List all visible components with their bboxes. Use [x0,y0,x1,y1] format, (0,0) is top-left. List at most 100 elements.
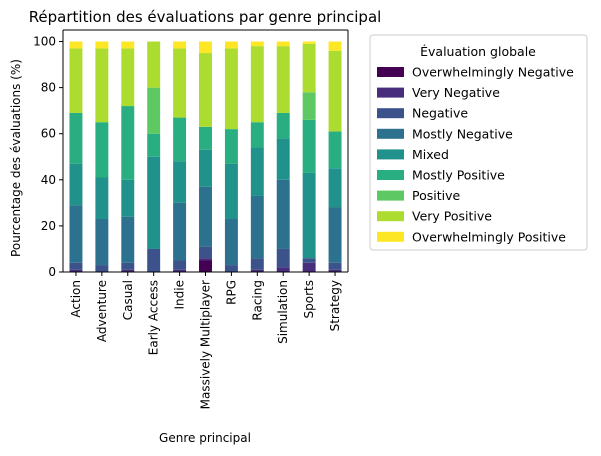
legend: Évaluation globale Overwhelmingly Negati… [369,34,588,251]
bar-segment [121,262,135,270]
bar-segment [199,186,212,247]
bar-segment [173,41,187,49]
bar-segment [224,41,238,49]
axes-group: 0 20 40 60 80 100 Action Adventure Casual Early A… [33,29,349,409]
bar-segment [224,218,238,266]
bar-segment [69,41,83,49]
bar-segment [199,41,212,54]
bar-segment [224,163,238,219]
bar-segment [328,50,342,132]
y-axis-label: Pourcentage des évaluations (%) [9,59,23,257]
bar-segment [173,269,187,272]
legend-swatch [377,128,404,139]
bar-segment [121,269,135,272]
y-tick-label: 60 [41,127,56,141]
x-tick-label: Sports [302,280,316,318]
bar-segment [95,122,109,178]
bar-segment [302,41,316,44]
bar-segment [328,131,342,169]
bar-segment [95,177,109,219]
legend-label: Positive [412,188,460,203]
bar-segment [199,53,212,127]
bar-segment [276,248,290,268]
bar-segment [121,106,135,180]
bar-segment [121,179,135,217]
bars-group [69,41,342,272]
bar-segment [147,87,161,134]
bar-segment [250,195,264,259]
y-tick-label: 40 [41,173,56,187]
chart-title: Répartition des évaluations par genre pr… [29,8,382,26]
legend-swatch [377,211,404,222]
legend-swatch [377,231,404,242]
x-tick-label: Massively Multiplayer [199,280,213,409]
legend-swatch [377,190,404,201]
legend-label: Very Negative [412,85,500,100]
legend-label: Mostly Negative [412,126,513,141]
legend-label: Very Positive [412,209,492,224]
bar-segment [69,262,83,270]
bar-segment [276,267,290,272]
x-tick-label: Adventure [95,280,109,342]
x-tick-label: Casual [121,280,135,320]
bar-segment [147,133,161,157]
bar-segment [147,248,161,272]
legend-title: Évaluation globale [420,44,536,59]
y-tick-label: 100 [33,35,56,49]
bar-segment [224,129,238,164]
bar-segment [121,216,135,263]
legend-label: Overwhelmingly Positive [412,229,566,244]
bar-segment [199,246,212,259]
bar-segment [250,258,264,270]
legend-swatch [377,108,404,119]
bar-segment [224,265,238,272]
legend-swatch [377,67,404,77]
bar-segment [173,117,187,162]
x-tick-label: Strategy [328,280,342,331]
legend-label: Overwhelmingly Negative [412,65,574,80]
bar-segment [173,260,187,270]
bar-segment [276,41,290,47]
bar-segment [302,172,316,259]
legend-swatch [377,87,404,98]
bar-segment [302,119,316,173]
legend-label: Mostly Positive [412,168,505,183]
bar-segment [69,163,83,206]
bar-segment [199,126,212,150]
bar-segment [121,41,135,49]
bar-segment [95,41,109,49]
bar-segment [302,258,316,263]
x-tick-label: Action [69,280,83,318]
x-tick-label: Simulation [276,280,290,344]
x-tick-label: Indie [173,280,187,309]
legend-frame [369,34,588,251]
bar-segment [302,43,316,93]
bar-segment [173,48,187,118]
bar-segment [250,122,264,148]
bar-segment [69,112,83,164]
legend-label: Negative [412,106,468,121]
bar-segment [250,147,264,196]
bar-segment [95,218,109,266]
bar-segment [199,258,212,261]
y-tick-label: 80 [41,81,56,95]
bar-segment [121,48,135,107]
bar-segment [276,138,290,180]
bar-segment [199,260,212,272]
bar-segment [69,205,83,263]
bar-segment [302,92,316,120]
bar-segment [328,207,342,263]
bar-segment [276,179,290,249]
x-tick-label: Early Access [147,280,161,355]
x-tick-label: Racing [250,280,264,321]
legend-label: Mixed [412,147,449,162]
bar-segment [199,149,212,187]
bar-segment [328,41,342,51]
bar-segment [328,168,342,208]
bar-segment [147,41,161,88]
legend-swatch [377,149,404,160]
bar-segment [147,156,161,249]
y-tick-label: 20 [41,219,56,233]
bar-segment [250,46,264,123]
bar-segment [250,41,264,47]
